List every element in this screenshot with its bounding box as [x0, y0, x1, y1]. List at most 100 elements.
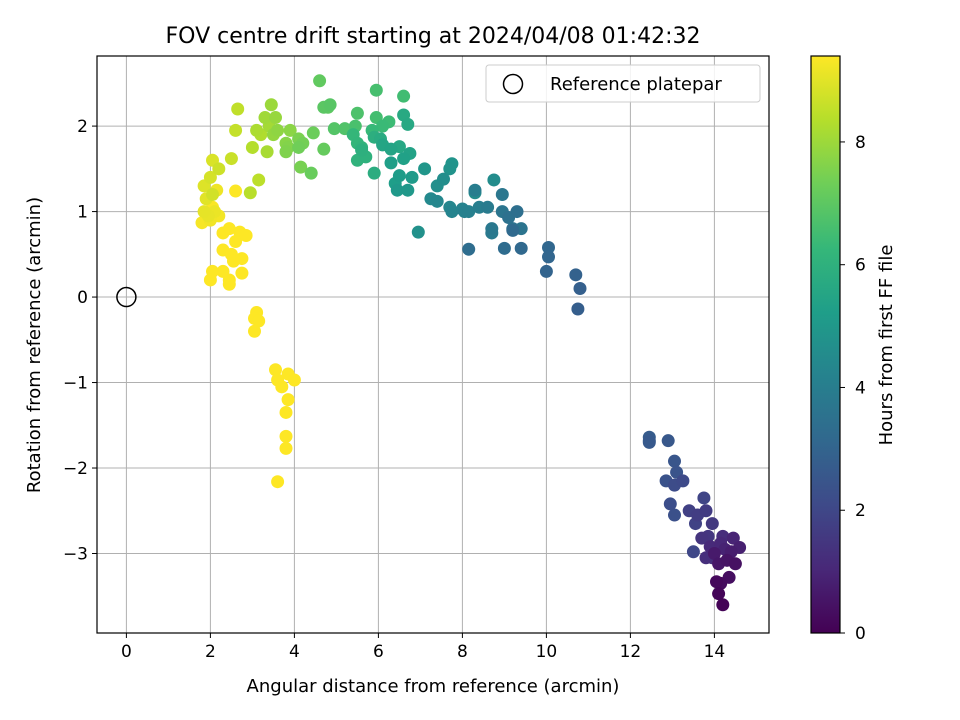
scatter-point [392, 169, 406, 183]
scatter-point [405, 170, 419, 184]
scatter-point [514, 241, 528, 255]
scatter-point [222, 277, 236, 291]
scatter-point [287, 373, 301, 387]
scatter-point [212, 162, 226, 176]
scatter-point [384, 156, 398, 170]
scatter-point [222, 222, 236, 236]
x-axis-label: Angular distance from reference (arcmin) [247, 676, 620, 697]
scatter-point [350, 106, 364, 120]
scatter-point [269, 363, 282, 377]
y-tick-label: 0 [77, 288, 88, 308]
scatter-point [313, 74, 327, 88]
scatter-point [569, 268, 583, 282]
scatter-point [203, 170, 217, 184]
legend: Reference platepar [485, 64, 761, 103]
scatter-point [264, 98, 278, 112]
scatter-point [397, 89, 411, 103]
scatter-point [248, 324, 261, 338]
scatter-point [252, 314, 266, 328]
scatter-point [323, 98, 337, 112]
scatter-point [229, 123, 243, 137]
scatter-point [367, 166, 381, 180]
scatter-point [495, 187, 509, 201]
scatter-point [397, 152, 411, 166]
scatter-point [306, 126, 320, 140]
scatter-point [571, 302, 585, 316]
x-tick-label: 4 [289, 642, 300, 662]
scatter-points [116, 74, 747, 612]
scatter-point [229, 184, 243, 198]
scatter-point [642, 435, 656, 449]
scatter-point [443, 162, 457, 176]
scatter-point [481, 200, 495, 214]
scatter-point [418, 162, 432, 176]
scatter-point [695, 531, 709, 545]
scatter-point [437, 172, 450, 186]
scatter-point [430, 194, 444, 208]
scatter-point [487, 173, 501, 187]
scatter-point [206, 264, 219, 278]
scatter-point [485, 222, 499, 236]
scatter-point [712, 587, 726, 601]
plot-area-frame [96, 55, 770, 634]
scatter-point [506, 223, 520, 237]
colorbar-label: Hours from first FF file [876, 245, 897, 446]
scatter-point [275, 380, 289, 394]
colorbar-tick-label: 8 [855, 133, 866, 153]
scatter-point [468, 183, 482, 197]
y-tick-label: 1 [77, 203, 88, 223]
colorbar-tick-label: 2 [855, 501, 866, 521]
x-tick-label: 0 [121, 642, 132, 662]
colorbar-gradient [810, 55, 841, 634]
scatter-point [260, 145, 274, 159]
scatter-point [542, 250, 555, 264]
scatter-point [281, 393, 295, 407]
scatter-point [705, 517, 719, 531]
scatter-point [497, 241, 511, 255]
scatter-point [369, 83, 383, 97]
x-tick-label: 8 [457, 642, 468, 662]
x-tick-label: 10 [536, 642, 558, 662]
scatter-point [294, 160, 308, 174]
scatter-point [686, 545, 700, 559]
scatter-point [279, 405, 293, 419]
scatter-point [197, 205, 211, 219]
colorbar-tick-label: 4 [855, 378, 866, 398]
scatter-point [258, 111, 272, 125]
scatter-point [271, 475, 285, 489]
scatter-point [697, 491, 711, 505]
scatter-point [283, 123, 297, 137]
scatter-point [539, 264, 553, 278]
scatter-point [676, 474, 690, 488]
legend-box [485, 64, 761, 103]
colorbar-ticks: 0 2 4 6 8 [840, 133, 866, 644]
x-tick-label: 6 [373, 642, 384, 662]
scatter-point [292, 140, 306, 154]
scatter-point [376, 119, 390, 133]
colorbar-tick-label: 6 [855, 256, 866, 276]
scatter-point [235, 252, 249, 266]
scatter-point [390, 183, 404, 197]
legend-marker-reference [502, 73, 524, 95]
scatter-point [710, 575, 723, 589]
scatter-point [384, 142, 398, 156]
scatter-point [668, 454, 681, 468]
scatter-point [235, 266, 249, 280]
scatter-point [401, 183, 415, 197]
reference-platepar-marker [116, 286, 137, 308]
grid-lines [97, 56, 769, 633]
y-tick-label: −2 [63, 459, 88, 479]
scatter-point [707, 547, 721, 561]
x-tick-label: 14 [704, 642, 726, 662]
scatter-point [462, 205, 476, 219]
scatter-point [728, 557, 742, 571]
scatter-point [716, 598, 730, 612]
scatter-point [317, 142, 331, 156]
scatter-point [279, 145, 293, 159]
y-tick-label: −3 [63, 545, 88, 565]
scatter-point [243, 186, 257, 200]
scatter-point [279, 441, 293, 455]
scatter-point [699, 504, 713, 518]
scatter-point [661, 434, 675, 448]
